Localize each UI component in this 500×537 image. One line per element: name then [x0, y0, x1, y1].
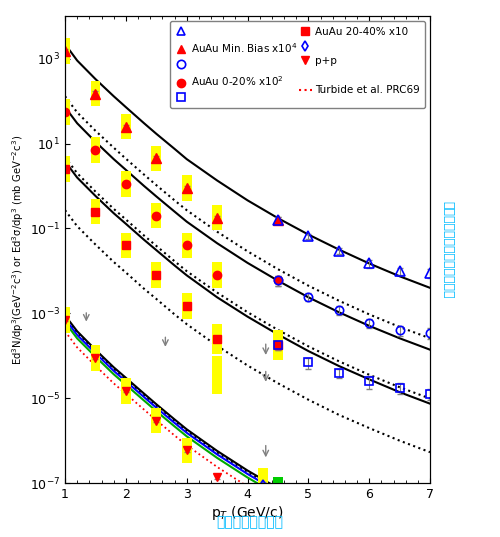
Y-axis label: 光子の発生量（対数目盛り）: 光子の発生量（対数目盛り） — [441, 201, 454, 299]
Y-axis label: Ed$^3$N/dp$^3$(GeV$^{-2}$c$^3$) or Ed$^3$σ/dp$^3$ (mb GeV$^{-2}$c$^3$): Ed$^3$N/dp$^3$(GeV$^{-2}$c$^3$) or Ed$^3… — [10, 135, 26, 365]
Text: 光子のエネルギー: 光子のエネルギー — [216, 515, 284, 529]
X-axis label: p$_T$ (GeV/c): p$_T$ (GeV/c) — [212, 504, 284, 522]
Legend: , AuAu Min. Bias x10$^4$, , AuAu 0-20% x10$^2$, , AuAu 20-40% x10, , p+p, , Turb: , AuAu Min. Bias x10$^4$, , AuAu 0-20% x… — [170, 21, 425, 108]
